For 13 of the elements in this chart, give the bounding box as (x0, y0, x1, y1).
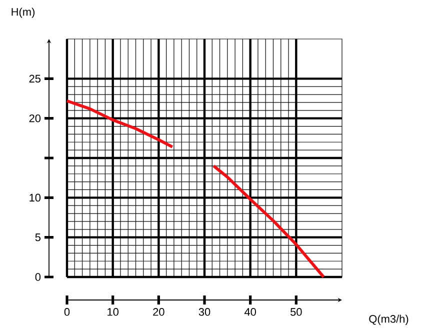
y-tick-label: 5 (35, 234, 41, 242)
x-axis-title: Q(m3/h) (369, 314, 408, 325)
y-tick-label: 0 (35, 273, 41, 281)
y-tick-label: 25 (29, 74, 41, 83)
x-tick-label: 40 (244, 308, 256, 316)
y-axis-title: H(m) (12, 8, 34, 18)
y-tick-label: 20 (29, 114, 41, 122)
x-tick-label: 20 (153, 308, 164, 316)
x-tick-label: 50 (290, 308, 302, 316)
x-tick-label: 0 (64, 308, 70, 316)
x-tick-label: 10 (108, 308, 118, 316)
y-tick-label: 10 (30, 194, 41, 202)
x-tick-label: 30 (198, 308, 210, 316)
